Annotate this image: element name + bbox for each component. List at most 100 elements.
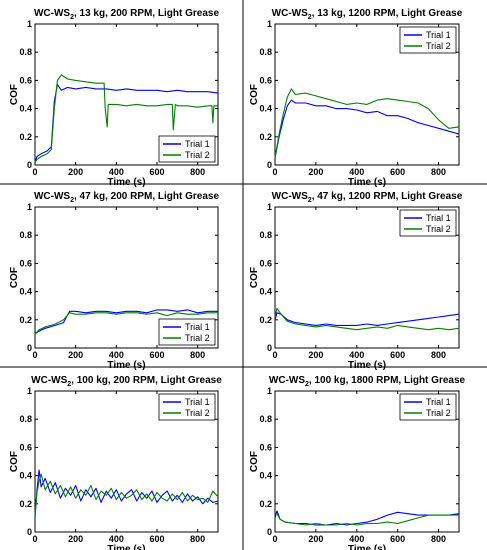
x-tick-label: 600 — [149, 534, 164, 544]
x-tick-label: 600 — [390, 534, 405, 544]
legend-label-trial-1: Trial 1 — [426, 397, 451, 407]
y-tick-label: 0.8 — [19, 47, 32, 57]
axes-frame — [274, 23, 460, 166]
x-tick-label: 800 — [190, 534, 205, 544]
x-tick-label: 800 — [431, 534, 446, 544]
series-line-trial-2 — [274, 88, 460, 158]
title-subscript: 2 — [308, 197, 312, 204]
y-tick-label: 0.4 — [19, 287, 32, 297]
y-tick-label: 0 — [27, 160, 32, 170]
x-axis-label: Time (s) — [107, 544, 145, 550]
y-axis-label: COF — [249, 451, 260, 472]
x-axis-label: Time (s) — [107, 360, 145, 371]
y-tick-label: 0.2 — [19, 499, 32, 509]
y-tick-label: 0.2 — [259, 315, 272, 325]
x-tick-label: 400 — [109, 350, 124, 360]
x-tick-label: 0 — [32, 350, 37, 360]
y-tick-label: 0.8 — [19, 414, 32, 424]
y-tick-label: 0.4 — [259, 471, 272, 481]
y-tick-label: 0.8 — [259, 47, 272, 57]
y-axis-label: COF — [9, 451, 20, 472]
y-tick-label: 0.2 — [19, 315, 32, 325]
series-line-trial-1 — [34, 469, 219, 518]
x-tick-label: 400 — [349, 350, 364, 360]
title-main: WC-WS — [34, 8, 70, 19]
y-tick-label: 0 — [267, 160, 272, 170]
y-tick-label: 1 — [267, 202, 272, 212]
y-tick-label: 0.4 — [19, 104, 32, 114]
y-tick-label: 0.6 — [19, 442, 32, 452]
series-line-trial-1 — [34, 84, 219, 163]
x-tick-label: 200 — [68, 350, 83, 360]
y-tick-label: 0.2 — [19, 132, 32, 142]
legend-box — [399, 26, 457, 54]
y-tick-label: 0 — [27, 527, 32, 537]
y-axis-label: COF — [9, 84, 20, 105]
series-line-trial-1 — [274, 312, 460, 326]
y-tick-label: 0.6 — [19, 258, 32, 268]
title-main: WC-WS — [34, 191, 70, 202]
legend-label-trial-1: Trial 1 — [426, 213, 451, 223]
x-axis-label: Time (s) — [348, 177, 386, 188]
axes-frame — [34, 206, 219, 349]
y-tick-label: 1 — [267, 386, 272, 396]
legend-box — [399, 209, 457, 237]
y-tick-label: 0.6 — [19, 75, 32, 85]
x-tick-label: 0 — [272, 350, 277, 360]
y-tick-label: 0.6 — [259, 75, 272, 85]
legend-label-trial-2: Trial 2 — [426, 224, 451, 234]
legend-label-trial-2: Trial 2 — [426, 408, 451, 418]
legend-box — [158, 393, 216, 421]
chart-title: WC-WS2, 47 kg, 200 RPM, Light Grease — [34, 191, 220, 204]
x-tick-label: 400 — [349, 534, 364, 544]
chart-panel-6: WC-WS2, 100 kg, 1800 RPM, Light Grease 0 2… — [249, 375, 466, 550]
title-rest: , 47 kg, 1200 RPM, Light Grease — [312, 191, 463, 202]
y-axis-label: COF — [9, 267, 20, 288]
y-tick-label: 1 — [267, 19, 272, 29]
y-axis-label: COF — [249, 267, 260, 288]
x-tick-label: 200 — [68, 167, 83, 177]
x-tick-label: 800 — [431, 167, 446, 177]
legend-label-trial-2: Trial 2 — [185, 408, 210, 418]
title-main: WC-WS — [272, 191, 308, 202]
legend-label-trial-2: Trial 2 — [426, 41, 451, 51]
legend-box — [158, 135, 216, 163]
axes-frame — [274, 206, 460, 349]
title-rest: , 100 kg, 200 RPM, Light Grease — [71, 375, 222, 386]
y-tick-label: 1 — [27, 202, 32, 212]
y-axis-label: COF — [249, 84, 260, 105]
x-tick-label: 600 — [390, 350, 405, 360]
y-tick-label: 0.8 — [259, 414, 272, 424]
title-subscript: 2 — [70, 14, 74, 21]
title-main: WC-WS — [269, 375, 305, 386]
axes-frame — [34, 23, 219, 166]
title-subscript: 2 — [70, 197, 74, 204]
x-tick-label: 200 — [308, 350, 323, 360]
chart-title: WC-WS2, 47 kg, 1200 RPM, Light Grease — [272, 191, 463, 204]
series-line-trial-1 — [274, 510, 460, 526]
y-tick-label: 0.2 — [259, 499, 272, 509]
legend-box — [399, 393, 457, 421]
series-line-trial-2 — [274, 513, 459, 526]
title-subscript: 2 — [67, 381, 71, 388]
series-line-trial-2 — [34, 74, 218, 163]
x-tick-label: 400 — [349, 167, 364, 177]
chart-title: WC-WS2, 13 kg, 200 RPM, Light Grease — [34, 8, 220, 21]
axes-frame — [34, 390, 219, 533]
title-subscript: 2 — [308, 14, 312, 21]
x-tick-label: 0 — [272, 167, 277, 177]
legend-label-trial-1: Trial 1 — [426, 30, 451, 40]
legend-label-trial-2: Trial 2 — [185, 150, 210, 160]
y-tick-label: 0.6 — [259, 258, 272, 268]
title-main: WC-WS — [31, 375, 67, 386]
x-tick-label: 200 — [308, 167, 323, 177]
x-axis-label: Time (s) — [348, 544, 386, 550]
legend-label-trial-1: Trial 1 — [185, 397, 210, 407]
series-line-trial-2 — [34, 473, 219, 516]
